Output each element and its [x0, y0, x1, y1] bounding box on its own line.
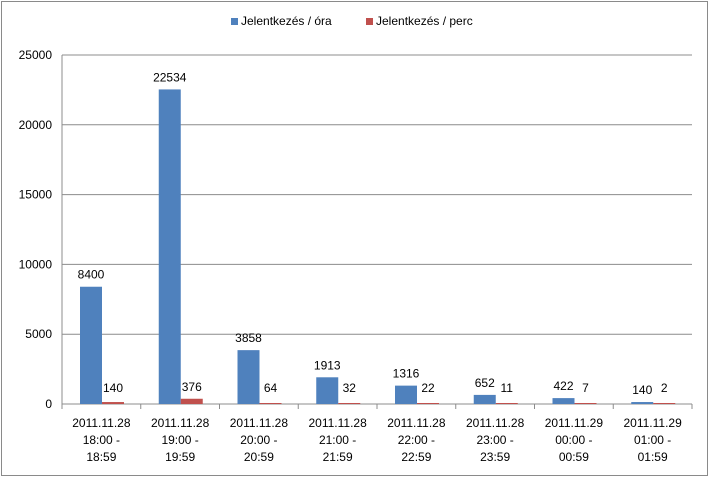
- x-tick-label: 2011.11.29: [545, 416, 604, 430]
- data-label: 32: [343, 381, 357, 395]
- bar-ora: [631, 402, 654, 404]
- x-tick-label: 00:00 -: [555, 433, 592, 447]
- x-tick-label: 18:00 -: [83, 433, 120, 447]
- data-label: 2: [661, 381, 668, 395]
- bar-perc: [102, 402, 124, 404]
- x-tick-label: 18:59: [86, 450, 116, 464]
- y-tick-label: 20000: [19, 118, 53, 132]
- x-tick-label: 21:00 -: [319, 433, 356, 447]
- bar-perc: [259, 403, 282, 404]
- x-tick-label: 2011.11.29: [623, 416, 682, 430]
- x-tick-label: 20:59: [244, 450, 274, 464]
- x-tick-label: 22:59: [401, 450, 431, 464]
- x-tick-label: 2011.11.28: [387, 416, 446, 430]
- x-tick-label: 23:00 -: [476, 433, 513, 447]
- bar-ora: [316, 377, 339, 404]
- x-tick-label: 00:59: [559, 450, 589, 464]
- data-label: 3858: [235, 331, 262, 345]
- bar-ora: [80, 286, 102, 404]
- bar-perc: [495, 403, 518, 404]
- x-tick-label: 01:00 -: [634, 433, 671, 447]
- x-tick-label: 19:59: [165, 450, 195, 464]
- legend-swatch: [231, 18, 238, 25]
- y-tick-label: 15000: [19, 188, 53, 202]
- bar-ora: [395, 385, 417, 404]
- data-label: 1316: [393, 367, 420, 381]
- x-tick-label: 19:00 -: [161, 433, 198, 447]
- data-label: 7: [582, 381, 589, 395]
- data-label: 64: [264, 381, 278, 395]
- x-tick-label: 23:59: [480, 450, 510, 464]
- legend-label: Jelentkezés / perc: [376, 14, 473, 28]
- y-tick-label: 0: [45, 397, 52, 411]
- x-tick-label: 2011.11.28: [308, 416, 367, 430]
- data-label: 140: [632, 383, 652, 397]
- bar-perc: [180, 398, 203, 404]
- x-tick-label: 2011.11.28: [466, 416, 525, 430]
- x-tick-label: 01:59: [638, 450, 668, 464]
- x-tick-label: 20:00 -: [240, 433, 277, 447]
- data-label: 22534: [153, 70, 187, 84]
- x-tick-label: 22:00 -: [398, 433, 435, 447]
- data-label: 652: [475, 376, 495, 390]
- bar-ora: [552, 398, 575, 404]
- bar-ora: [158, 89, 181, 405]
- bar-ora: [473, 394, 496, 404]
- data-label: 8400: [78, 268, 105, 282]
- x-tick-label: 2011.11.28: [230, 416, 289, 430]
- data-label: 376: [182, 380, 202, 394]
- data-label: 22: [421, 381, 435, 395]
- data-label: 140: [103, 381, 123, 395]
- legend-swatch: [366, 18, 373, 25]
- x-tick-label: 21:59: [323, 450, 353, 464]
- legend-label: Jelentkezés / óra: [241, 14, 332, 28]
- bar-ora: [237, 350, 260, 404]
- data-label: 1913: [314, 358, 341, 372]
- y-tick-label: 25000: [19, 48, 53, 62]
- y-tick-label: 10000: [19, 257, 53, 271]
- x-tick-label: 2011.11.28: [151, 416, 210, 430]
- bar-perc: [338, 403, 361, 404]
- data-label: 11: [501, 381, 514, 395]
- bar-perc: [653, 403, 676, 404]
- bar-perc: [417, 403, 439, 404]
- y-tick-label: 5000: [25, 327, 52, 341]
- data-label: 422: [553, 379, 573, 393]
- x-tick-label: 2011.11.28: [72, 416, 131, 430]
- bar-perc: [574, 403, 597, 404]
